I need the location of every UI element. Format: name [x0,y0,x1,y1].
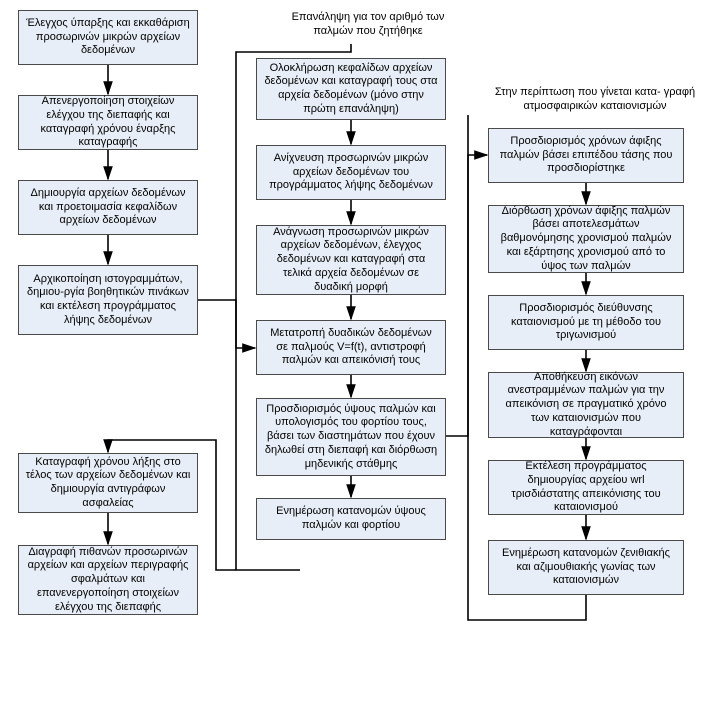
label-text: Στην περίπτωση που γίνεται κατα- γραφή α… [495,86,695,112]
box-text: Διαγραφή πιθανών προσωρινών αρχείων και … [25,546,191,615]
box-text: Καταγραφή χρόνου λήξης στο τέλος των αρχ… [25,456,191,511]
box-text: Προσδιορισμός χρόνων άφιξης παλμών βάσει… [495,135,677,176]
box-c2: Διόρθωση χρόνων άφιξης παλμών βάσει αποτ… [488,205,684,273]
box-a2: Απενεργοποίηση στοιχείων ελέγχου της διε… [18,95,198,150]
box-b5: Προσδιορισμός ύψους παλμών και υπολογισμ… [256,398,446,476]
box-a6: Διαγραφή πιθανών προσωρινών αρχείων και … [18,545,198,615]
box-a3: Δημιουργία αρχείων δεδομένων και προετοι… [18,180,198,235]
box-a4: Αρχικοποίηση ιστογραμμάτων, δημιου-ργία … [18,265,198,335]
box-text: Αρχικοποίηση ιστογραμμάτων, δημιου-ργία … [25,273,191,328]
box-b4: Μετατροπή δυαδικών δεδομένων σε παλμούς … [256,320,446,375]
box-b1: Ολοκλήρωση κεφαλίδων αρχείων δεδομένων κ… [256,58,446,120]
box-text: Αποθήκευση εικόνων ανεστραμμένων παλμών … [495,371,677,440]
box-text: Ανίχνευση προσωρινών μικρών αρχείων δεδο… [263,152,439,193]
box-text: Ενημέρωση κατανομών ζενιθιακής και αζιμο… [495,547,677,588]
label-loop: Επανάληψη για τον αριθμό των παλμών που … [278,10,458,39]
box-text: Προσδιορισμός διεύθυνσης καταιονισμού με… [495,302,677,343]
box-c6: Ενημέρωση κατανομών ζενιθιακής και αζιμο… [488,540,684,595]
box-a5: Καταγραφή χρόνου λήξης στο τέλος των αρχ… [18,453,198,513]
box-b6: Ενημέρωση κατανομών ύψους παλμών και φορ… [256,498,446,540]
box-c3: Προσδιορισμός διεύθυνσης καταιονισμού με… [488,295,684,350]
flowchart-canvas: Έλεγχος ύπαρξης και εκκαθάριση προσωρινώ… [0,0,701,701]
box-text: Εκτέλεση προγράμματος δημιουργίας αρχείο… [495,460,677,515]
label-case: Στην περίπτωση που γίνεται κατα- γραφή α… [490,85,700,114]
box-c5: Εκτέλεση προγράμματος δημιουργίας αρχείο… [488,460,684,515]
box-a1: Έλεγχος ύπαρξης και εκκαθάριση προσωρινώ… [18,10,198,65]
box-text: Ενημέρωση κατανομών ύψους παλμών και φορ… [263,505,439,533]
box-text: Μετατροπή δυαδικών δεδομένων σε παλμούς … [263,327,439,368]
box-text: Ολοκλήρωση κεφαλίδων αρχείων δεδομένων κ… [263,62,439,117]
box-b2: Ανίχνευση προσωρινών μικρών αρχείων δεδο… [256,145,446,200]
box-text: Απενεργοποίηση στοιχείων ελέγχου της διε… [25,95,191,150]
box-text: Διόρθωση χρόνων άφιξης παλμών βάσει αποτ… [495,205,677,274]
box-c1: Προσδιορισμός χρόνων άφιξης παλμών βάσει… [488,128,684,183]
label-text: Επανάληψη για τον αριθμό των παλμών που … [292,11,445,37]
box-text: Δημιουργία αρχείων δεδομένων και προετοι… [25,187,191,228]
box-text: Ανάγνωση προσωρινών μικρών αρχείων δεδομ… [263,226,439,295]
box-text: Έλεγχος ύπαρξης και εκκαθάριση προσωρινώ… [25,17,191,58]
box-text: Προσδιορισμός ύψους παλμών και υπολογισμ… [263,403,439,472]
box-c4: Αποθήκευση εικόνων ανεστραμμένων παλμών … [488,372,684,438]
box-b3: Ανάγνωση προσωρινών μικρών αρχείων δεδομ… [256,225,446,295]
